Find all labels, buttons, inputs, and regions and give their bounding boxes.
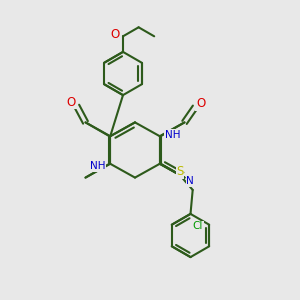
Text: O: O	[111, 28, 120, 41]
Text: S: S	[176, 165, 184, 178]
Text: N: N	[186, 176, 194, 186]
Text: O: O	[67, 96, 76, 109]
Text: NH: NH	[90, 161, 105, 171]
Text: NH: NH	[165, 130, 180, 140]
Text: O: O	[196, 97, 205, 110]
Text: Cl: Cl	[193, 221, 203, 231]
